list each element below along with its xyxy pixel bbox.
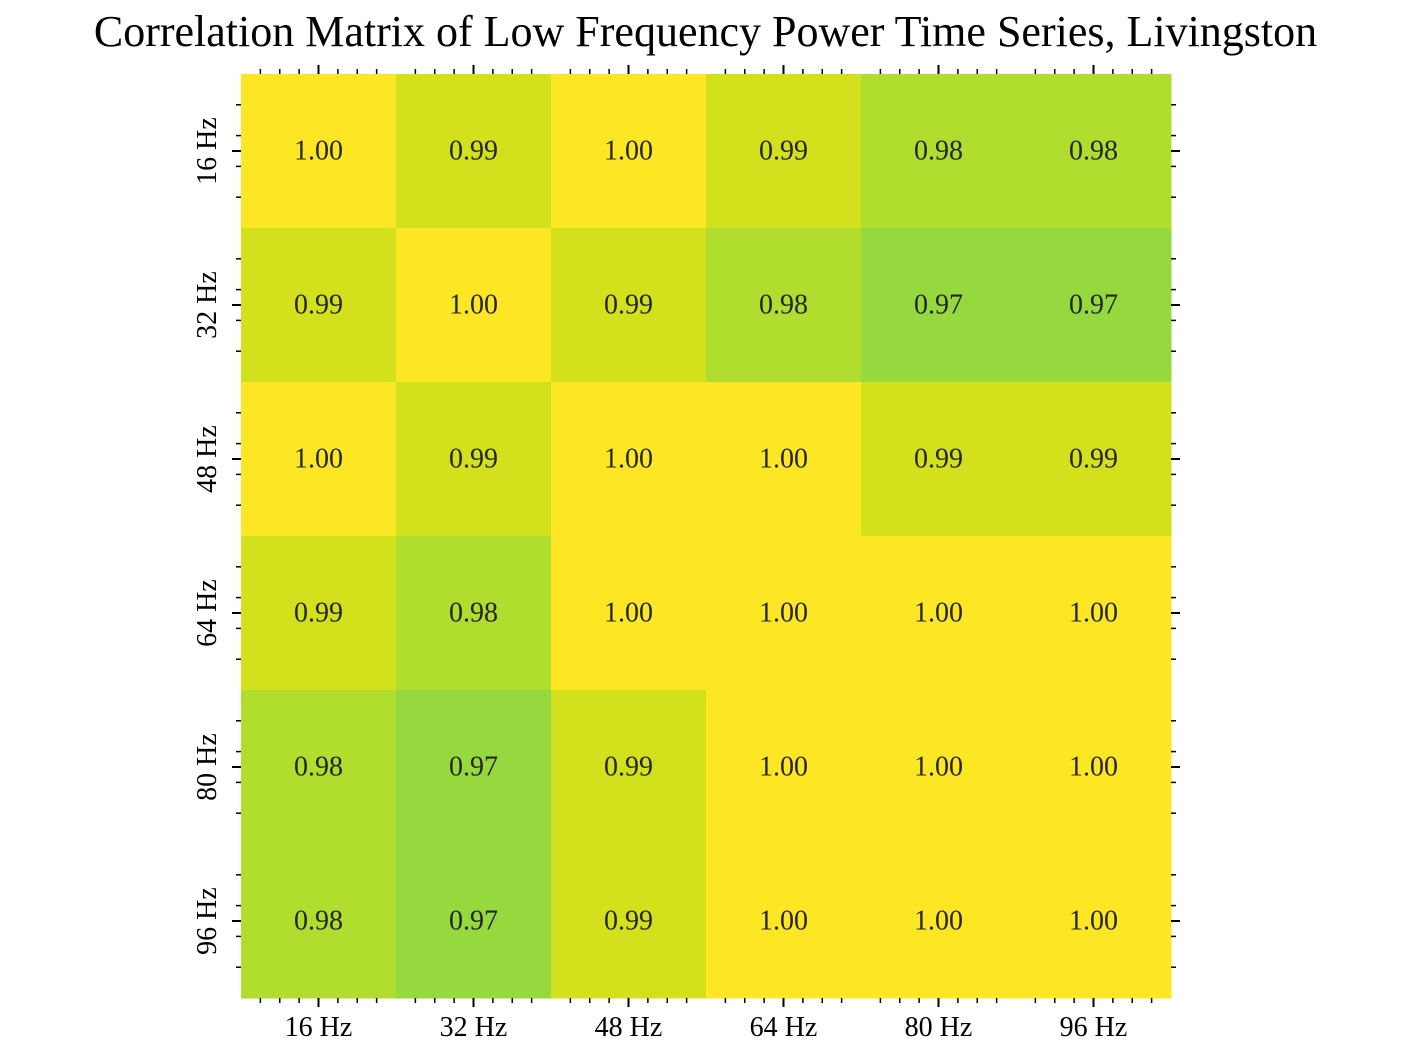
heatmap-cell: [861, 844, 1017, 999]
heatmap-cell: [1016, 382, 1172, 537]
heatmap-cell: [706, 382, 862, 537]
cell-value-label: 0.99: [449, 444, 498, 475]
heatmap-cell: [241, 74, 397, 229]
cell-value-label: 1.00: [759, 444, 808, 475]
heatmap-cell: [861, 690, 1017, 845]
cell-value-label: 1.00: [294, 136, 343, 167]
heatmap-cell: [396, 536, 552, 691]
heatmap-cell: [241, 228, 397, 383]
heatmap-cell: [1016, 690, 1172, 845]
cell-value-label: 1.00: [759, 598, 808, 629]
heatmap-cell: [241, 536, 397, 691]
x-tick-label: 96 Hz: [1060, 1012, 1128, 1043]
cell-value-label: 0.99: [914, 444, 963, 475]
cell-value-label: 0.98: [759, 290, 808, 321]
cell-value-label: 1.00: [1069, 752, 1118, 783]
cell-value-label: 1.00: [449, 290, 498, 321]
heatmap-cell: [861, 536, 1017, 691]
heatmap-cell: [706, 844, 862, 999]
heatmap-cell: [551, 382, 707, 537]
cell-value-label: 0.97: [1069, 290, 1118, 321]
chart-title: Correlation Matrix of Low Frequency Powe…: [93, 7, 1318, 56]
cell-value-label: 0.98: [914, 136, 963, 167]
heatmap-cell: [396, 690, 552, 845]
heatmap-cell: [706, 228, 862, 383]
heatmap-cell: [861, 228, 1017, 383]
cell-value-label: 0.97: [449, 906, 498, 937]
x-tick-label: 32 Hz: [440, 1012, 508, 1043]
cell-value-label: 0.99: [294, 598, 343, 629]
cell-value-label: 0.99: [604, 290, 653, 321]
heatmap-cell: [396, 228, 552, 383]
heatmap-cell: [1016, 228, 1172, 383]
heatmap-cell: [241, 382, 397, 537]
cell-value-label: 1.00: [604, 136, 653, 167]
heatmap-cell: [861, 382, 1017, 537]
y-tick-label: 16 Hz: [192, 117, 223, 185]
cell-value-label: 0.99: [759, 136, 808, 167]
cell-value-label: 1.00: [914, 906, 963, 937]
heatmap-cell: [706, 74, 862, 229]
cell-value-label: 0.99: [604, 906, 653, 937]
cell-value-label: 0.99: [294, 290, 343, 321]
heatmap-cell: [551, 228, 707, 383]
x-tick-label: 16 Hz: [285, 1012, 353, 1043]
cell-value-label: 1.00: [914, 598, 963, 629]
cell-value-label: 1.00: [1069, 598, 1118, 629]
cell-value-label: 1.00: [294, 444, 343, 475]
cell-value-label: 0.97: [449, 752, 498, 783]
heatmap-cell: [1016, 844, 1172, 999]
heatmap-cell: [551, 536, 707, 691]
x-tick-label: 80 Hz: [905, 1012, 973, 1043]
heatmap-cell: [861, 74, 1017, 229]
cell-value-label: 0.99: [449, 136, 498, 167]
cell-value-label: 0.98: [1069, 136, 1118, 167]
cell-value-label: 0.98: [449, 598, 498, 629]
heatmap-cell: [706, 690, 862, 845]
y-tick-label: 32 Hz: [192, 271, 223, 339]
heatmap-cell: [706, 536, 862, 691]
cell-value-label: 1.00: [759, 906, 808, 937]
heatmap-cell: [396, 74, 552, 229]
heatmap-cell: [551, 74, 707, 229]
cell-value-label: 0.98: [294, 752, 343, 783]
y-tick-label: 80 Hz: [192, 733, 223, 801]
x-axis-tick-labels: 16 Hz 32 Hz 48 Hz 64 Hz 80 Hz 96 Hz: [285, 1012, 1128, 1043]
cell-value-label: 1.00: [759, 752, 808, 783]
x-tick-label: 48 Hz: [595, 1012, 663, 1043]
cell-value-label: 0.98: [294, 906, 343, 937]
cell-value-labels: 1.00 0.99 1.00 0.99 0.98 0.98 0.99 1.00 0.99 0.98…: [294, 136, 1118, 937]
cell-value-label: 1.00: [604, 598, 653, 629]
y-tick-label: 64 Hz: [192, 579, 223, 647]
heatmap-cell: [1016, 536, 1172, 691]
heatmap-cell: [551, 844, 707, 999]
heatmap-cell: [241, 844, 397, 999]
heatmap-cells: [241, 74, 1172, 999]
cell-value-label: 0.99: [604, 752, 653, 783]
y-axis-tick-labels: 16 Hz 32 Hz 48 Hz 64 Hz 80 Hz 96 Hz: [192, 117, 223, 955]
cell-value-label: 1.00: [604, 444, 653, 475]
cell-value-label: 0.97: [914, 290, 963, 321]
heatmap-cell: [396, 844, 552, 999]
cell-value-label: 1.00: [1069, 906, 1118, 937]
heatmap-cell: [1016, 74, 1172, 229]
y-tick-label: 96 Hz: [192, 887, 223, 955]
heatmap-cell: [241, 690, 397, 845]
heatmap-cell: [396, 382, 552, 537]
cell-value-label: 1.00: [914, 752, 963, 783]
x-tick-label: 64 Hz: [750, 1012, 818, 1043]
y-tick-label: 48 Hz: [192, 425, 223, 493]
axis-ticks: [232, 65, 1180, 1007]
cell-value-label: 0.99: [1069, 444, 1118, 475]
heatmap-cell: [551, 690, 707, 845]
